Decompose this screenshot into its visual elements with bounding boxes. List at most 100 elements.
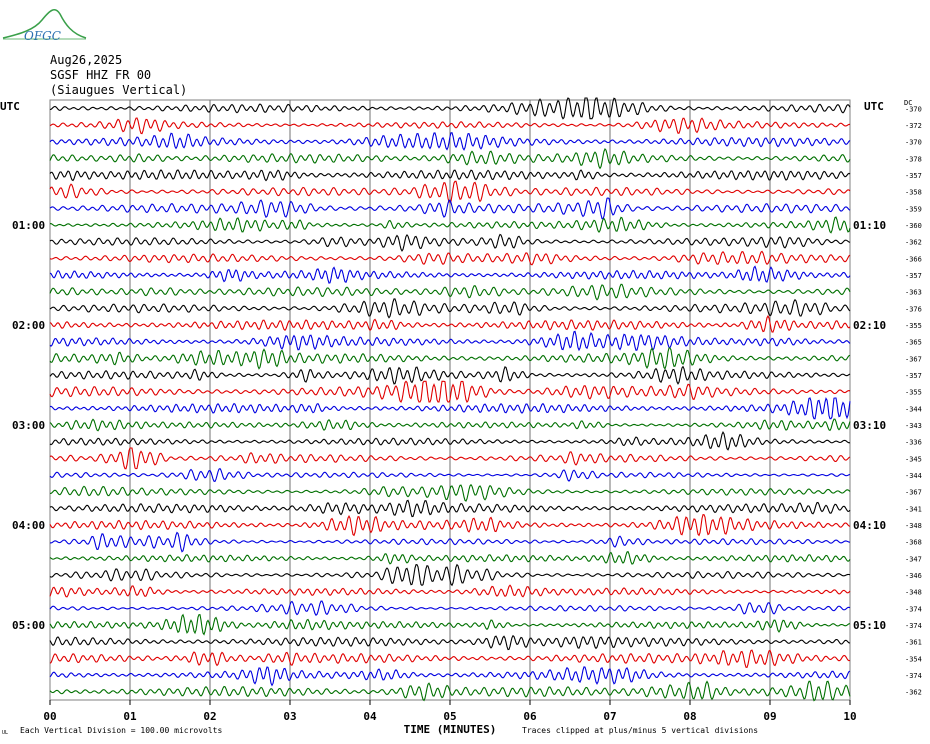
trace-line	[49, 634, 851, 651]
station-label: SGSF HHZ FR 00	[50, 68, 152, 82]
dc-offset-label: -374	[905, 622, 922, 630]
dc-offset-label: -367	[905, 489, 922, 497]
dc-offset-label: -357	[905, 272, 922, 280]
dc-offset-label: -367	[905, 355, 922, 363]
trace-line	[49, 550, 851, 565]
x-tick-label: 03	[283, 710, 296, 723]
trace-line	[49, 483, 851, 502]
dc-offset-label: -365	[905, 339, 922, 347]
ofgc-logo: OFGC	[2, 9, 87, 43]
x-tick-label: 08	[683, 710, 696, 723]
dc-offset-label: -376	[905, 305, 922, 313]
trace-line	[49, 666, 851, 687]
trace-line	[49, 233, 851, 252]
trace-line	[49, 514, 851, 537]
dc-offset-label: -348	[905, 589, 922, 597]
trace-line	[49, 298, 851, 319]
trace-line	[49, 283, 851, 301]
right-time-label: 01:10	[853, 219, 886, 232]
logo-text: OFGC	[24, 29, 61, 43]
location-label: (Siaugues Vertical)	[50, 83, 188, 97]
clip-note: Traces clipped at plus/minus 5 vertical …	[522, 726, 758, 735]
right-time-label: 05:10	[853, 619, 886, 632]
x-tick-label: 04	[363, 710, 377, 723]
trace-line	[49, 418, 851, 432]
left-time-label: 01:00	[12, 219, 45, 232]
dc-offset-label: -344	[905, 472, 922, 480]
trace-line	[49, 649, 851, 669]
x-tick-label: 01	[123, 710, 137, 723]
dc-offset-label: -355	[905, 389, 922, 397]
trace-line	[49, 365, 851, 385]
corner-mark: UL	[2, 730, 8, 736]
right-time-label: 04:10	[853, 519, 886, 532]
dc-offset-label: -362	[905, 689, 922, 697]
left-time-label: 05:00	[12, 619, 45, 632]
x-tick-label: 09	[763, 710, 776, 723]
dc-offset-label: -343	[905, 422, 922, 430]
trace-line	[49, 250, 851, 266]
left-time-label: 04:00	[12, 519, 45, 532]
trace-line	[49, 563, 851, 587]
dc-offset-label: -341	[905, 505, 922, 513]
x-axis-ticks: 00 01 02 03 04 05 06 07 08 09 10	[43, 700, 857, 723]
trace-line	[49, 347, 851, 370]
dc-title: DC	[904, 99, 912, 107]
trace-line	[49, 380, 851, 404]
dc-offset-label: -374	[905, 605, 922, 613]
dc-offset-label: -368	[905, 539, 922, 547]
trace-line	[49, 132, 851, 151]
trace-line	[49, 97, 851, 120]
trace-line	[49, 447, 851, 470]
x-axis-title: TIME (MINUTES)	[404, 723, 497, 736]
x-tick-label: 05	[443, 710, 456, 723]
dc-offset-label: -360	[905, 222, 922, 230]
dc-offset-label: -362	[905, 239, 922, 247]
trace-line	[49, 148, 851, 170]
right-time-label: 02:10	[853, 319, 886, 332]
seismic-traces	[49, 97, 851, 702]
left-time-label: 02:00	[12, 319, 45, 332]
trace-line	[49, 397, 851, 420]
trace-line	[49, 169, 851, 182]
trace-line	[49, 314, 851, 333]
dc-offset-label: -374	[905, 672, 922, 680]
left-time-label: 03:00	[12, 419, 45, 432]
trace-line	[49, 430, 851, 451]
dc-offset-label: -358	[905, 189, 922, 197]
dc-offset-label: -346	[905, 572, 922, 580]
dc-offset-label: -357	[905, 172, 922, 180]
trace-line	[49, 216, 851, 234]
dc-offset-label: -370	[905, 139, 922, 147]
dc-offset-label: -366	[905, 255, 922, 263]
trace-line	[49, 197, 851, 220]
dc-offset-label: -345	[905, 455, 922, 463]
left-time-labels: 01:00 02:00 03:00 04:00 05:00	[12, 219, 45, 632]
trace-line	[49, 180, 851, 203]
x-tick-label: 02	[203, 710, 216, 723]
trace-line	[49, 265, 851, 284]
dc-offset-label: -378	[905, 155, 922, 163]
dc-offset-label: -336	[905, 439, 922, 447]
trace-line	[49, 584, 851, 598]
left-utc-title: UTC	[0, 100, 20, 113]
trace-line	[49, 117, 851, 135]
dc-offset-label: -370	[905, 105, 922, 113]
dc-offset-label: -363	[905, 289, 922, 297]
dc-offset-label: -348	[905, 522, 922, 530]
date-label: Aug26,2025	[50, 53, 123, 67]
trace-line	[49, 613, 851, 636]
trace-line	[49, 467, 851, 482]
dc-offset-label: -372	[905, 122, 922, 130]
trace-line	[49, 499, 851, 518]
x-tick-label: 06	[523, 710, 537, 723]
amplitude-scale-note: Each Vertical Division = 100.00 microvol…	[20, 726, 222, 735]
dc-offset-label: -359	[905, 205, 922, 213]
right-time-labels: 01:10 02:10 03:10 04:10 05:10	[853, 219, 886, 632]
dc-offset-labels: -370 -372 -370 -378 -357 -358 -359 -360 -362 -366…	[905, 105, 922, 696]
trace-line	[49, 680, 851, 702]
dc-offset-label: -354	[905, 655, 922, 663]
right-time-label: 03:10	[853, 419, 886, 432]
trace-line	[49, 330, 851, 352]
